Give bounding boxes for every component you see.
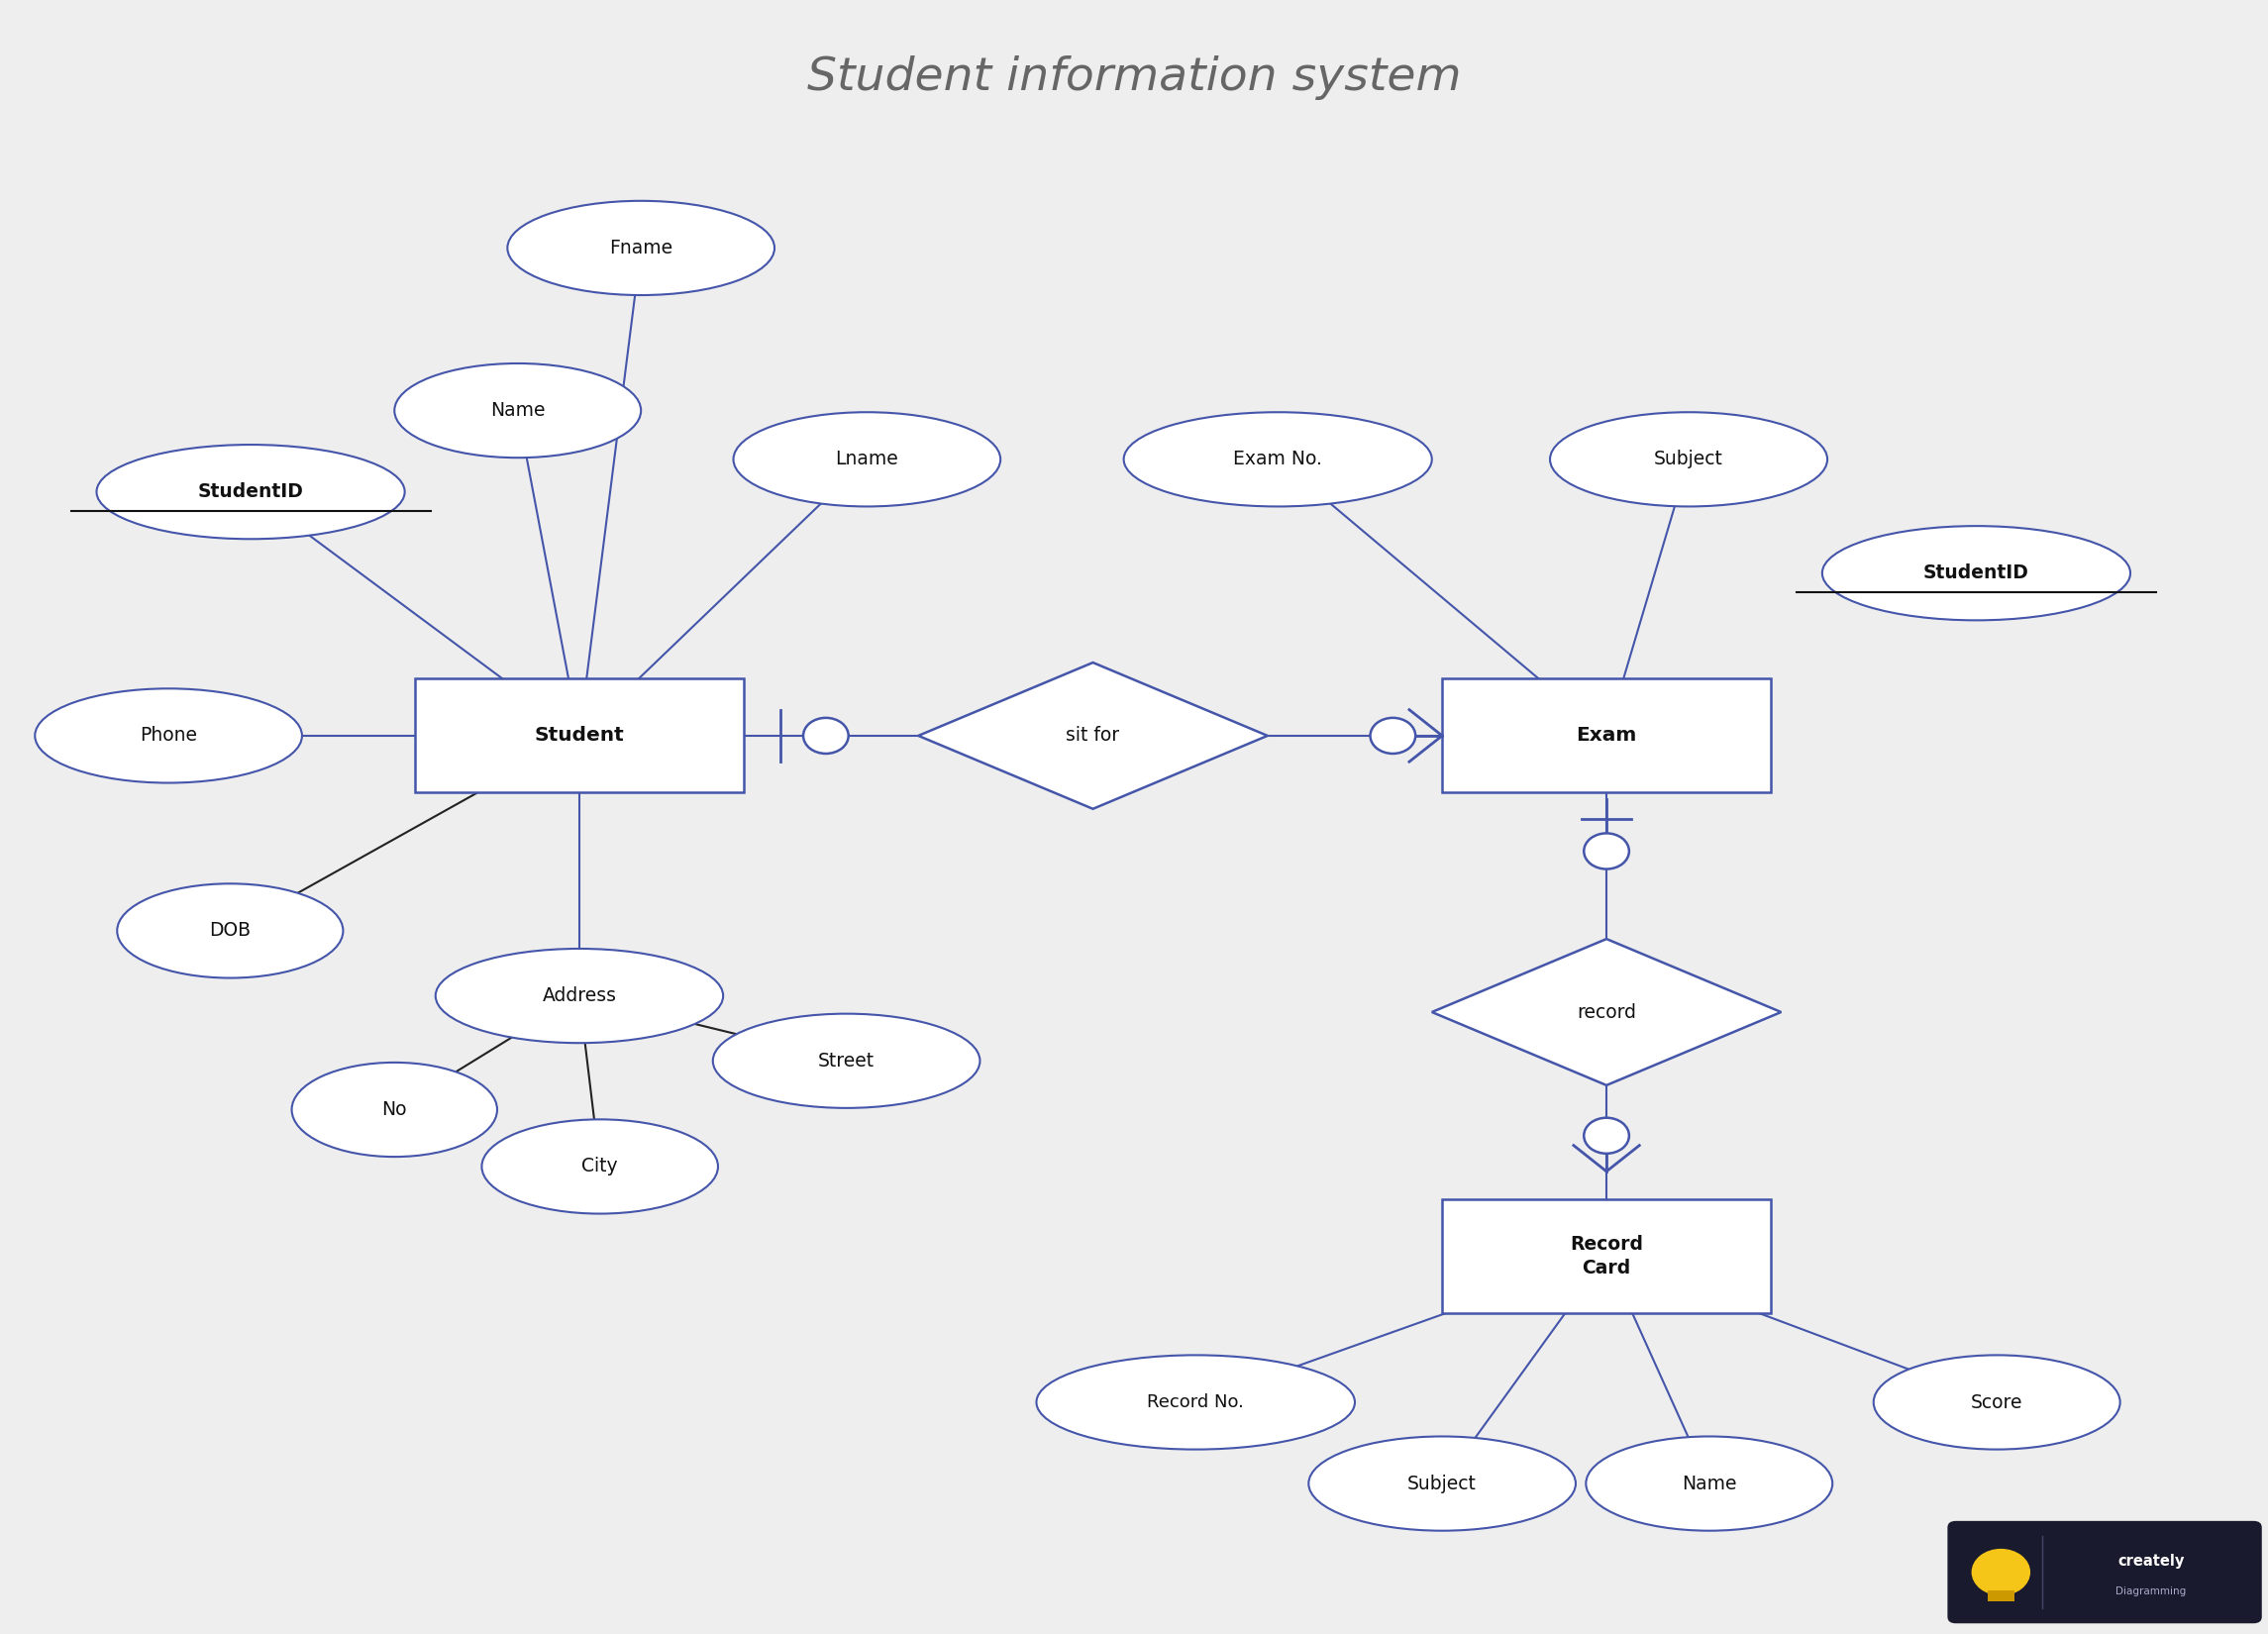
Ellipse shape <box>1309 1436 1576 1531</box>
Text: record: record <box>1576 1003 1635 1021</box>
Ellipse shape <box>1873 1355 2121 1449</box>
Polygon shape <box>1431 940 1780 1085</box>
Text: Score: Score <box>1971 1392 2023 1412</box>
FancyBboxPatch shape <box>1987 1590 2014 1601</box>
FancyBboxPatch shape <box>1442 678 1771 792</box>
Polygon shape <box>919 662 1268 809</box>
Text: Name: Name <box>490 402 544 420</box>
Circle shape <box>1973 1549 2030 1595</box>
FancyBboxPatch shape <box>1948 1521 2261 1623</box>
Text: Name: Name <box>1683 1474 1737 1493</box>
Ellipse shape <box>1123 412 1431 507</box>
Text: Fname: Fname <box>610 239 674 258</box>
Ellipse shape <box>435 949 723 1042</box>
Ellipse shape <box>1821 526 2130 621</box>
Text: Record
Card: Record Card <box>1569 1235 1642 1278</box>
Circle shape <box>1583 833 1628 869</box>
Text: Subject: Subject <box>1408 1474 1476 1493</box>
Circle shape <box>1583 1118 1628 1154</box>
Text: creately: creately <box>2118 1554 2184 1569</box>
Text: DOB: DOB <box>209 922 252 940</box>
Circle shape <box>1370 717 1415 753</box>
Ellipse shape <box>733 412 1000 507</box>
Ellipse shape <box>293 1062 497 1157</box>
Text: No: No <box>381 1100 406 1119</box>
Text: Record No.: Record No. <box>1148 1394 1245 1412</box>
Ellipse shape <box>98 444 404 539</box>
Text: StudentID: StudentID <box>1923 564 2030 583</box>
FancyBboxPatch shape <box>1442 1199 1771 1312</box>
Text: sit for: sit for <box>1066 725 1120 745</box>
Text: Street: Street <box>819 1051 875 1070</box>
Ellipse shape <box>1585 1436 1833 1531</box>
Text: Phone: Phone <box>141 725 197 745</box>
Text: StudentID: StudentID <box>197 482 304 502</box>
Ellipse shape <box>1549 412 1828 507</box>
Circle shape <box>803 717 848 753</box>
Text: Student: Student <box>535 725 624 745</box>
Ellipse shape <box>118 884 342 977</box>
FancyBboxPatch shape <box>415 678 744 792</box>
Text: Diagramming: Diagramming <box>2116 1587 2186 1596</box>
Text: Student information system: Student information system <box>807 56 1461 100</box>
Text: Exam No.: Exam No. <box>1234 449 1322 469</box>
Text: Subject: Subject <box>1653 449 1724 469</box>
Ellipse shape <box>712 1013 980 1108</box>
Text: Exam: Exam <box>1576 725 1637 745</box>
Ellipse shape <box>508 201 773 296</box>
Ellipse shape <box>481 1119 719 1214</box>
Ellipse shape <box>395 363 642 458</box>
Text: City: City <box>581 1157 617 1176</box>
Text: Address: Address <box>542 987 617 1005</box>
Ellipse shape <box>1036 1355 1354 1449</box>
Text: Lname: Lname <box>835 449 898 469</box>
Ellipse shape <box>34 688 302 783</box>
